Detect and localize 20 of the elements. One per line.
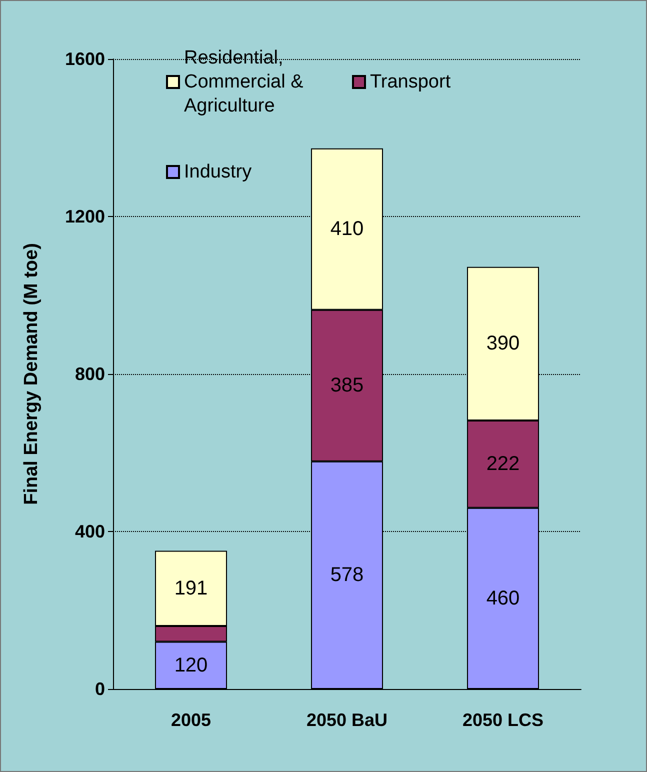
data-label: 390 — [486, 332, 520, 355]
data-label: 222 — [486, 453, 520, 476]
data-label: 120 — [174, 654, 208, 676]
data-label: 385 — [330, 374, 364, 397]
y-tick-label: 1200 — [64, 206, 105, 226]
legend-label: Industry — [184, 162, 252, 182]
legend-label: Transport — [370, 72, 452, 92]
y-tick-label: 0 — [94, 679, 105, 699]
x-tick-label: 2005 — [170, 710, 212, 730]
y-tick-label: 1600 — [64, 49, 105, 69]
legend-label: Residential, Commercial & Agriculture — [184, 48, 309, 116]
data-label: 191 — [174, 577, 208, 600]
y-tick-label: 800 — [74, 364, 105, 384]
data-label: 410 — [330, 218, 364, 240]
y-axis-title: Final Energy Demand (M toe) — [21, 243, 42, 505]
y-tick-label: 400 — [74, 522, 105, 542]
data-label: 460 — [486, 587, 520, 610]
data-label: 578 — [330, 564, 364, 586]
x-tick-label: 2050 BaU — [306, 710, 388, 730]
x-tick-label: 2050 LCS — [462, 710, 544, 730]
